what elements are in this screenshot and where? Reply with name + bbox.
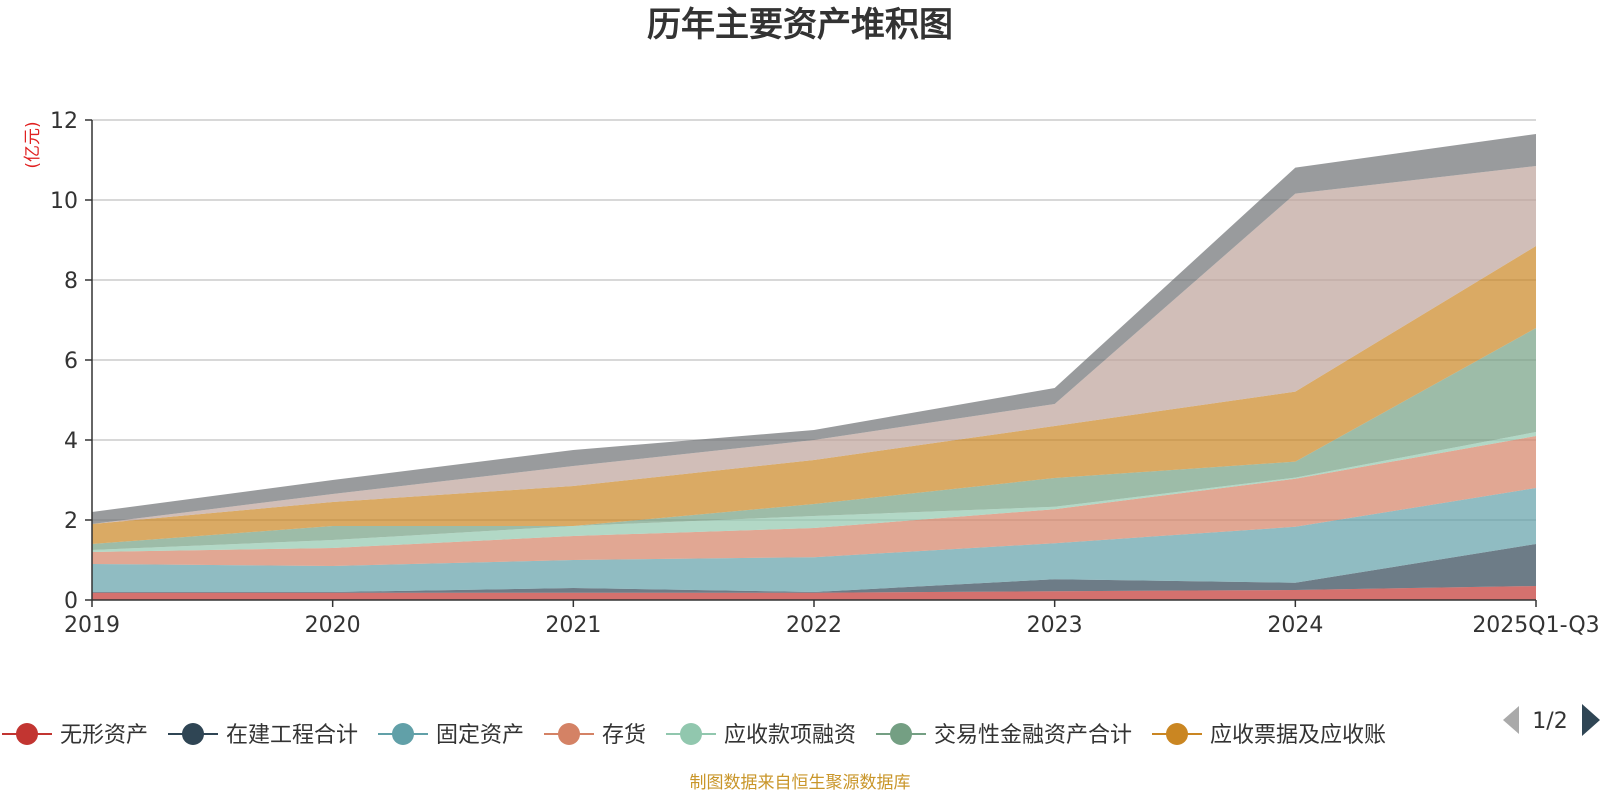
legend-item[interactable]: 无形资产 <box>2 723 148 748</box>
y-axis-unit-label: (亿元) <box>23 121 43 168</box>
legend-item[interactable]: 在建工程合计 <box>168 723 358 748</box>
area-series-其他资产 <box>92 166 1536 524</box>
stacked-areas <box>92 134 1536 600</box>
legend-label: 应收款项融资 <box>724 723 856 748</box>
y-tick-label: 0 <box>64 589 78 614</box>
area-series-应收款项融资 <box>92 432 1536 552</box>
source-note: 制图数据来自恒生聚源数据库 <box>690 773 911 793</box>
area-series-存货 <box>92 436 1536 566</box>
legend-label: 交易性金融资产合计 <box>934 723 1132 748</box>
legend-item[interactable]: 应收款项融资 <box>666 723 856 748</box>
y-tick-label: 2 <box>64 509 78 534</box>
x-tick-label: 2019 <box>64 613 120 638</box>
chart-title: 历年主要资产堆积图 <box>647 5 953 45</box>
y-tick-label: 8 <box>64 269 78 294</box>
legend-label: 无形资产 <box>60 723 148 748</box>
x-tick-label: 2025Q1-Q3 <box>1472 613 1599 638</box>
area-series-无形资产 <box>92 586 1536 600</box>
area-series-其他 <box>92 134 1536 524</box>
area-series-在建工程合计 <box>92 544 1536 593</box>
area-series-应收票据及应收账 <box>92 246 1536 544</box>
legend-circle-marker <box>1166 723 1188 745</box>
x-tick-label: 2021 <box>545 613 601 638</box>
legend-label: 在建工程合计 <box>226 723 358 748</box>
legend-item[interactable]: 存货 <box>544 723 646 748</box>
legend-circle-marker <box>558 723 580 745</box>
legend-item[interactable]: 固定资产 <box>378 723 524 748</box>
legend-item[interactable]: 交易性金融资产合计 <box>876 723 1132 748</box>
legend-next-icon[interactable] <box>1582 704 1600 736</box>
legend-circle-marker <box>890 723 912 745</box>
axes: 0 2 4 6 8 10 12 2019 2020 2021 2022 2023 2024 2025Q1-… <box>50 109 1600 638</box>
area-series-交易性金融资产合计 <box>92 328 1536 550</box>
y-tick-label: 10 <box>50 189 78 214</box>
legend-circle-marker <box>16 723 38 745</box>
legend-label: 固定资产 <box>436 723 524 748</box>
legend-prev-icon[interactable] <box>1503 706 1519 734</box>
legend-item[interactable]: 应收票据及应收账 <box>1152 723 1386 748</box>
legend-circle-marker <box>680 723 702 745</box>
x-tick-label: 2022 <box>786 613 842 638</box>
legend-pager: 1/2 <box>1503 704 1600 736</box>
legend-label: 应收票据及应收账 <box>1210 723 1386 748</box>
x-tick-label: 2024 <box>1267 613 1323 638</box>
legend-page-indicator: 1/2 <box>1532 709 1567 734</box>
legend-circle-marker <box>392 723 414 745</box>
y-tick-label: 4 <box>64 429 78 454</box>
area-series-固定资产 <box>92 488 1536 592</box>
legend-circle-marker <box>182 723 204 745</box>
x-tick-label: 2023 <box>1027 613 1083 638</box>
legend-label: 存货 <box>602 723 646 748</box>
y-tick-label: 6 <box>64 349 78 374</box>
y-tick-label: 12 <box>50 109 78 134</box>
legend: 无形资产 在建工程合计 固定资产 存货 应收款项融资 交易性金融资产合计 应收票据及应收账 <box>2 723 1386 748</box>
x-tick-label: 2020 <box>305 613 361 638</box>
